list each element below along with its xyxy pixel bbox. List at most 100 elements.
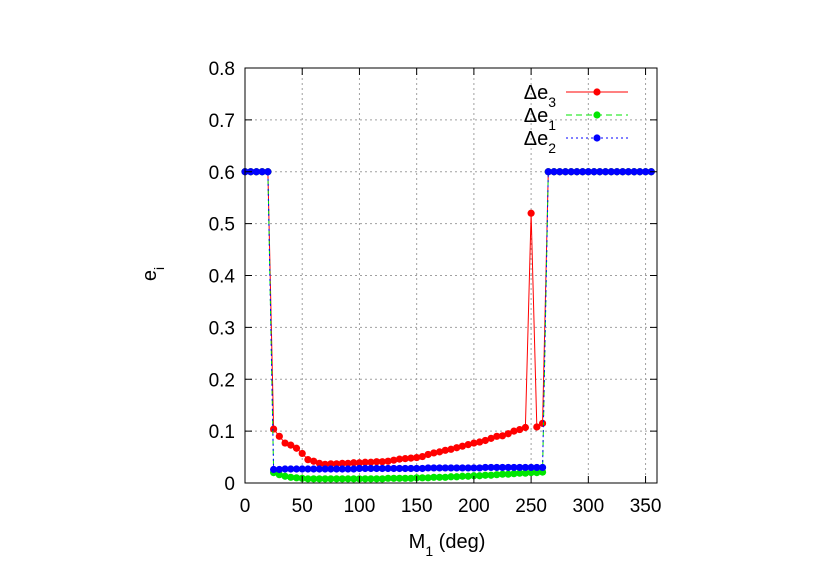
data-point xyxy=(350,475,358,483)
x-tick-label: 100 xyxy=(344,496,376,517)
x-tick-label: 250 xyxy=(515,496,547,517)
data-point xyxy=(384,474,392,482)
data-point xyxy=(270,465,278,474)
data-point xyxy=(464,472,472,480)
data-point xyxy=(361,475,369,483)
data-point xyxy=(252,168,261,176)
data-point xyxy=(521,423,529,432)
legend-label: Δe1 xyxy=(524,105,556,133)
y-tick-label: 0.4 xyxy=(209,267,236,288)
ticks: 0 50 100 150 200 250 300 350 0 0.1 0.2 0.3 0.4 0.5 0.6… xyxy=(209,59,662,517)
y-tick-label: 0.6 xyxy=(209,163,235,184)
data-point xyxy=(310,457,318,465)
data-point xyxy=(573,168,581,176)
legend-marker xyxy=(593,88,601,96)
data-point xyxy=(390,456,398,464)
data-point xyxy=(510,463,518,472)
data-point xyxy=(510,470,518,478)
data-point xyxy=(447,445,455,453)
data-point xyxy=(327,475,335,483)
data-point xyxy=(332,475,341,483)
data-point xyxy=(435,448,444,456)
data-point xyxy=(607,168,615,176)
data-point xyxy=(315,459,323,467)
data-point xyxy=(275,432,283,440)
data-point xyxy=(350,459,358,467)
data-point xyxy=(401,464,409,473)
data-point xyxy=(390,464,398,473)
data-point xyxy=(504,470,512,478)
data-point xyxy=(447,464,455,472)
data-point xyxy=(327,465,335,473)
data-point xyxy=(292,465,301,473)
data-point xyxy=(258,168,266,176)
data-point xyxy=(498,463,507,472)
data-point xyxy=(424,464,432,472)
legend-marker xyxy=(593,134,601,142)
data-point xyxy=(430,473,438,481)
data-point xyxy=(550,168,558,176)
data-point xyxy=(476,464,484,472)
data-point xyxy=(533,423,541,431)
data-point xyxy=(521,463,529,472)
data-point xyxy=(516,463,524,472)
data-point xyxy=(292,444,301,452)
data-point xyxy=(533,463,541,472)
data-point xyxy=(487,471,495,479)
data-point xyxy=(481,463,489,472)
data-point xyxy=(281,439,289,447)
data-point xyxy=(493,432,501,440)
data-point xyxy=(567,168,575,176)
data-point xyxy=(435,473,444,481)
data-point xyxy=(464,464,472,472)
y-tick-label: 0 xyxy=(224,474,235,495)
series-line xyxy=(245,171,652,465)
data-point xyxy=(407,454,415,462)
series-2 xyxy=(241,168,655,474)
data-point xyxy=(533,469,541,477)
data-point xyxy=(424,474,432,482)
y-tick-label: 0.2 xyxy=(209,370,235,391)
data-point xyxy=(338,465,346,473)
data-point xyxy=(304,456,312,464)
y-tick-label: 0.5 xyxy=(209,215,235,236)
data-point xyxy=(275,465,283,474)
data-point xyxy=(344,465,352,473)
data-point xyxy=(487,463,495,472)
y-tick-label: 0.7 xyxy=(209,111,235,132)
data-point xyxy=(355,464,364,473)
data-point xyxy=(579,168,587,176)
y-axis-label: ei xyxy=(139,267,167,281)
data-point xyxy=(355,459,364,467)
data-point xyxy=(298,449,306,458)
series-layer xyxy=(241,168,655,483)
data-point xyxy=(418,474,426,482)
data-point xyxy=(441,473,449,481)
data-point xyxy=(476,438,484,446)
data-point xyxy=(378,464,386,473)
data-point xyxy=(390,474,398,482)
data-point xyxy=(424,450,432,459)
data-point xyxy=(538,419,547,427)
data-point xyxy=(458,464,467,472)
data-point xyxy=(544,168,552,176)
data-point xyxy=(476,472,484,480)
data-point xyxy=(321,475,329,483)
x-tick-label: 200 xyxy=(458,496,490,517)
data-point xyxy=(350,465,358,473)
data-point xyxy=(395,474,404,482)
data-point xyxy=(367,464,375,473)
data-point xyxy=(504,430,512,438)
y-tick-label: 0.1 xyxy=(209,422,235,443)
data-point xyxy=(504,463,512,472)
legend-label: Δe3 xyxy=(524,82,556,110)
data-point xyxy=(596,168,604,176)
data-point xyxy=(338,459,346,467)
data-point xyxy=(287,441,295,449)
data-point xyxy=(298,465,306,473)
data-point xyxy=(430,449,438,457)
data-point xyxy=(287,473,295,481)
x-tick-label: 50 xyxy=(292,496,313,517)
data-point xyxy=(281,472,289,480)
data-point xyxy=(384,457,392,465)
